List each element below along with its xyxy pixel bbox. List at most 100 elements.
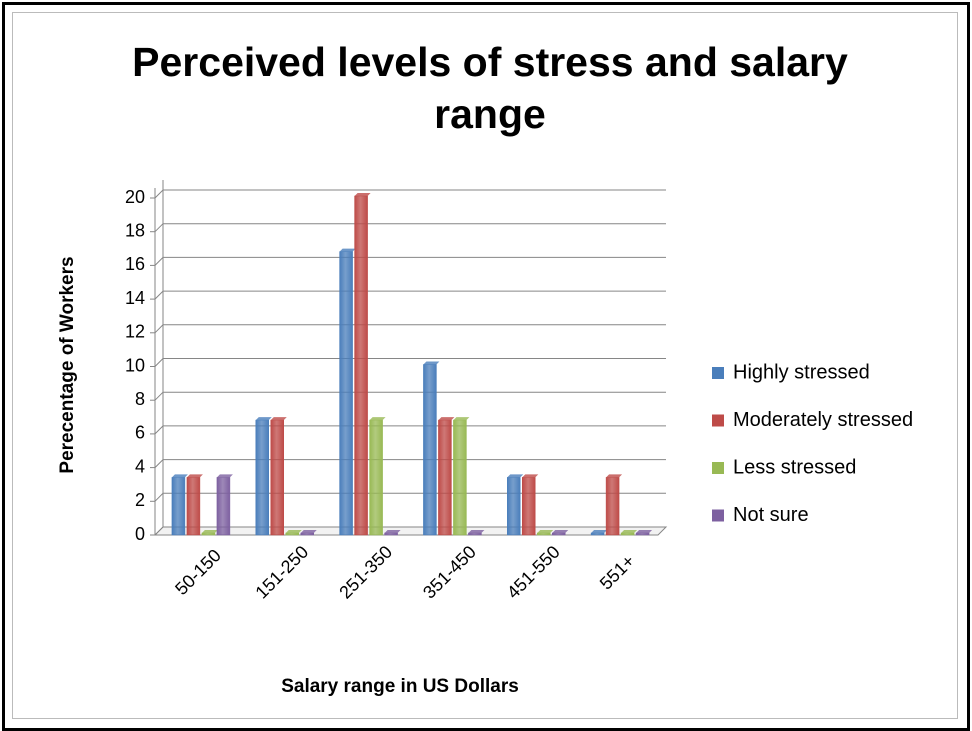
- y-tick-label: 8: [135, 389, 145, 409]
- bar-top: [354, 193, 371, 196]
- y-tick-label: 6: [135, 423, 145, 443]
- bar-top: [621, 530, 638, 533]
- legend-swatch: [712, 509, 724, 522]
- bar-top: [171, 474, 188, 478]
- bar-top: [636, 530, 653, 533]
- grid-line: [154, 358, 666, 367]
- bar: [216, 474, 233, 536]
- bar-face: [590, 532, 605, 536]
- y-tick-label: 18: [125, 220, 145, 240]
- bar-face: [201, 532, 216, 536]
- bar-top: [522, 474, 539, 478]
- bar: [423, 361, 440, 536]
- bar-top: [339, 248, 356, 252]
- bar-top: [384, 530, 401, 533]
- bar: [300, 530, 317, 536]
- bar-face: [300, 532, 314, 536]
- bar-top: [216, 474, 233, 478]
- bar-face: [339, 251, 353, 536]
- x-tick-label: 351-450: [419, 542, 480, 603]
- grid-line: [154, 459, 666, 468]
- legend-swatch: [712, 414, 724, 427]
- legend-swatch: [712, 462, 724, 474]
- bar: [635, 530, 653, 536]
- bar-face: [354, 195, 368, 536]
- bar-top: [270, 417, 287, 421]
- y-tick-label: 20: [125, 187, 145, 207]
- grid-line: [154, 189, 666, 199]
- bar-face: [216, 477, 231, 536]
- bar-top: [468, 530, 485, 533]
- bar: [620, 530, 638, 536]
- grid-line: [154, 526, 666, 536]
- bar-face: [453, 419, 467, 536]
- x-tick-label: 451-550: [503, 542, 564, 603]
- bar-top: [591, 530, 608, 533]
- bar: [201, 530, 218, 536]
- bar-face: [537, 532, 551, 536]
- bar: [438, 417, 455, 536]
- bar-face: [635, 532, 650, 536]
- bar: [468, 530, 485, 536]
- y-axis-label: Perecentage of Workers: [57, 256, 78, 473]
- bar-top: [453, 417, 470, 421]
- y-tick-label: 14: [125, 288, 145, 308]
- bar: [590, 530, 608, 536]
- bar-face: [270, 419, 284, 536]
- bar: [537, 530, 554, 536]
- bar: [171, 474, 188, 536]
- grid-line: [154, 223, 666, 233]
- bar-top: [201, 530, 218, 533]
- x-axis-label: Salary range in US Dollars: [281, 676, 519, 697]
- bar-face: [171, 477, 186, 536]
- bar-top: [255, 417, 272, 421]
- grid-line: [154, 256, 666, 266]
- bar: [453, 417, 470, 536]
- bar: [369, 417, 386, 536]
- bar-top: [606, 474, 623, 478]
- bar-face: [507, 477, 521, 536]
- bar-top: [369, 417, 386, 421]
- bar-face: [468, 532, 482, 536]
- bar-top: [285, 530, 302, 533]
- legend-label: Moderately stressed: [733, 409, 913, 431]
- chart-title: Perceived levels of stress and salary ra…: [132, 39, 848, 137]
- x-tick-label: 151-250: [251, 542, 312, 603]
- bar-face: [186, 477, 201, 536]
- bar-face: [552, 532, 566, 536]
- bar-face: [438, 419, 452, 536]
- bar-face: [369, 419, 383, 536]
- bar: [285, 530, 302, 536]
- y-tick-label: 4: [135, 456, 145, 476]
- bar: [270, 417, 287, 536]
- bar: [354, 193, 371, 536]
- grid-line: [154, 290, 666, 300]
- bar: [339, 248, 356, 536]
- bar-face: [423, 364, 437, 536]
- grid-line: [154, 492, 666, 502]
- x-tick-label: 50-150: [171, 545, 225, 599]
- bar: [522, 474, 539, 536]
- legend-swatch: [712, 367, 724, 379]
- bar: [605, 474, 623, 536]
- legend-label: Less stressed: [733, 456, 856, 478]
- bar-face: [620, 532, 635, 536]
- bar: [552, 530, 569, 536]
- bar-top: [438, 417, 455, 421]
- bar: [255, 417, 272, 536]
- inner-frame: [12, 12, 958, 719]
- y-tick-label: 12: [125, 322, 145, 342]
- bar-face: [285, 532, 299, 536]
- bar-top: [507, 474, 524, 478]
- y-tick-label: 10: [125, 355, 145, 375]
- x-tick-label: 251-350: [335, 542, 396, 603]
- floor: [153, 526, 668, 536]
- legend-label: Highly stressed: [733, 361, 870, 383]
- y-tick-label: 0: [135, 524, 145, 544]
- y-tick-label: 16: [125, 254, 145, 274]
- bar: [186, 474, 203, 536]
- x-tick-label: 551+: [596, 551, 639, 594]
